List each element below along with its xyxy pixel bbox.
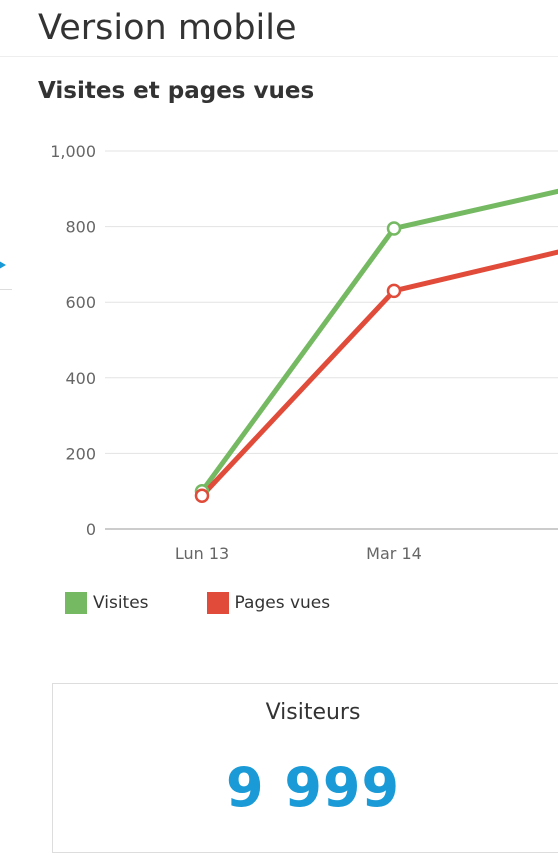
title-divider bbox=[0, 56, 558, 57]
chart-series bbox=[194, 188, 558, 503]
page-title: Version mobile bbox=[38, 8, 297, 48]
x-tick-label: Mar 14 bbox=[366, 544, 422, 563]
visitors-card: Visiteurs 9 999 bbox=[52, 683, 558, 853]
chart-x-ticks: Lun 13 Mar 14 bbox=[175, 544, 422, 563]
y-tick-label: 0 bbox=[86, 520, 96, 539]
legend-swatch-visites bbox=[65, 592, 87, 614]
sidebar-divider bbox=[0, 289, 12, 290]
legend-item-pages-vues[interactable]: Pages vues bbox=[206, 592, 331, 614]
chart-y-ticks: 0 200 400 600 800 1,000 bbox=[50, 142, 96, 539]
series-line-0 bbox=[199, 188, 558, 493]
y-tick-label: 800 bbox=[65, 218, 96, 237]
chart-legend: Visites Pages vues bbox=[65, 592, 330, 614]
section-title: Visites et pages vues bbox=[38, 78, 315, 104]
data-point[interactable] bbox=[386, 221, 402, 236]
caret-right-icon[interactable] bbox=[0, 258, 6, 272]
legend-swatch-pages-vues bbox=[206, 592, 229, 614]
legend-item-visites[interactable]: Visites bbox=[65, 592, 149, 614]
series-line-1 bbox=[200, 249, 558, 498]
chart-gridlines bbox=[105, 150, 558, 530]
y-tick-label: 600 bbox=[65, 293, 96, 312]
legend-label-visites: Visites bbox=[93, 593, 149, 613]
data-point[interactable] bbox=[194, 488, 210, 503]
visitors-label: Visiteurs bbox=[265, 700, 361, 725]
visits-pageviews-chart: 0 200 400 600 800 1,000 Lun 13 Mar 14 bbox=[50, 142, 558, 563]
y-tick-label: 200 bbox=[65, 444, 96, 463]
y-tick-label: 1,000 bbox=[50, 142, 96, 161]
legend-label-pages-vues: Pages vues bbox=[234, 593, 331, 613]
x-tick-label: Lun 13 bbox=[175, 544, 229, 563]
visitors-value: 9 999 bbox=[225, 756, 401, 819]
y-tick-label: 400 bbox=[65, 369, 96, 388]
data-point[interactable] bbox=[386, 283, 402, 299]
